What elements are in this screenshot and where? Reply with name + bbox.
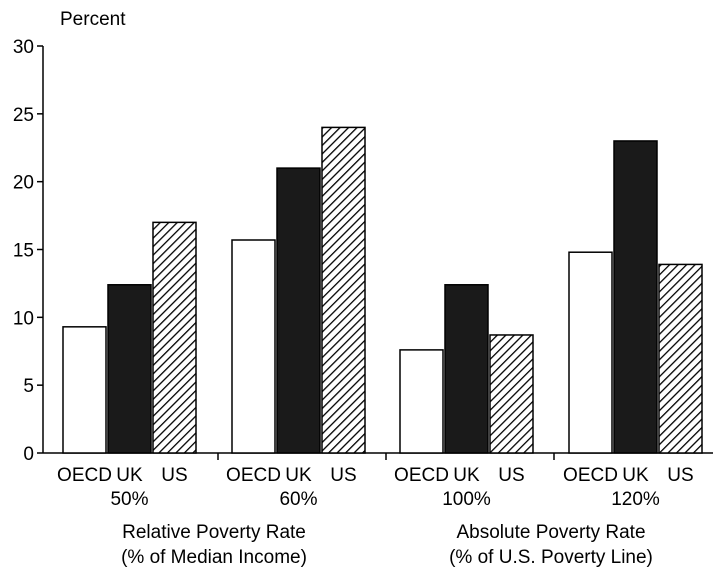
bar-series-label: UK	[116, 465, 143, 486]
bar-series-label: OECD	[563, 465, 618, 486]
section-title: Relative Poverty Rate	[122, 522, 306, 543]
y-tick-label: 5	[23, 376, 34, 397]
bar-us-120pct	[658, 263, 703, 454]
bar-series-label: US	[161, 465, 187, 486]
bar-uk-100pct	[444, 284, 489, 454]
y-ticks: 0 5 10 15 20 25 30	[13, 37, 43, 465]
y-tick-label: 15	[13, 241, 34, 262]
bar-oecd-100pct	[399, 349, 444, 454]
bar-oecd-60pct	[231, 239, 276, 454]
section-title: Absolute Poverty Rate	[456, 522, 645, 543]
bar-series-label: US	[667, 465, 693, 486]
y-tick-label: 10	[13, 308, 34, 329]
bar-oecd-50pct	[62, 326, 107, 454]
y-axis-label: Percent	[60, 9, 126, 30]
bar-uk-50pct	[107, 284, 152, 454]
bar-us-60pct	[321, 126, 366, 454]
bar-series-label: OECD	[226, 465, 281, 486]
group-label: 100%	[442, 489, 491, 510]
bar-series-label: UK	[622, 465, 649, 486]
group-label: 60%	[279, 489, 317, 510]
group-label: 120%	[611, 489, 660, 510]
bar-uk-120pct	[613, 140, 658, 454]
bar-us-50pct	[152, 221, 197, 454]
bar-series-label: UK	[285, 465, 312, 486]
bar-series-label: OECD	[394, 465, 449, 486]
y-tick-label: 30	[13, 37, 34, 58]
y-tick-label: 20	[13, 173, 34, 194]
bar-us-100pct	[489, 334, 534, 454]
section-subtitle: (% of U.S. Poverty Line)	[449, 547, 653, 568]
bar-series-label: US	[330, 465, 356, 486]
bar-series-label: OECD	[57, 465, 112, 486]
bar-oecd-120pct	[568, 251, 613, 454]
bar-series-label: UK	[453, 465, 480, 486]
y-tick-label: 25	[13, 105, 34, 126]
bars	[62, 126, 703, 454]
bar-series-label: US	[498, 465, 524, 486]
group-label: 50%	[110, 489, 148, 510]
bar-uk-60pct	[276, 167, 321, 454]
section-subtitle: (% of Median Income)	[121, 547, 307, 568]
y-tick-label: 0	[23, 444, 34, 465]
